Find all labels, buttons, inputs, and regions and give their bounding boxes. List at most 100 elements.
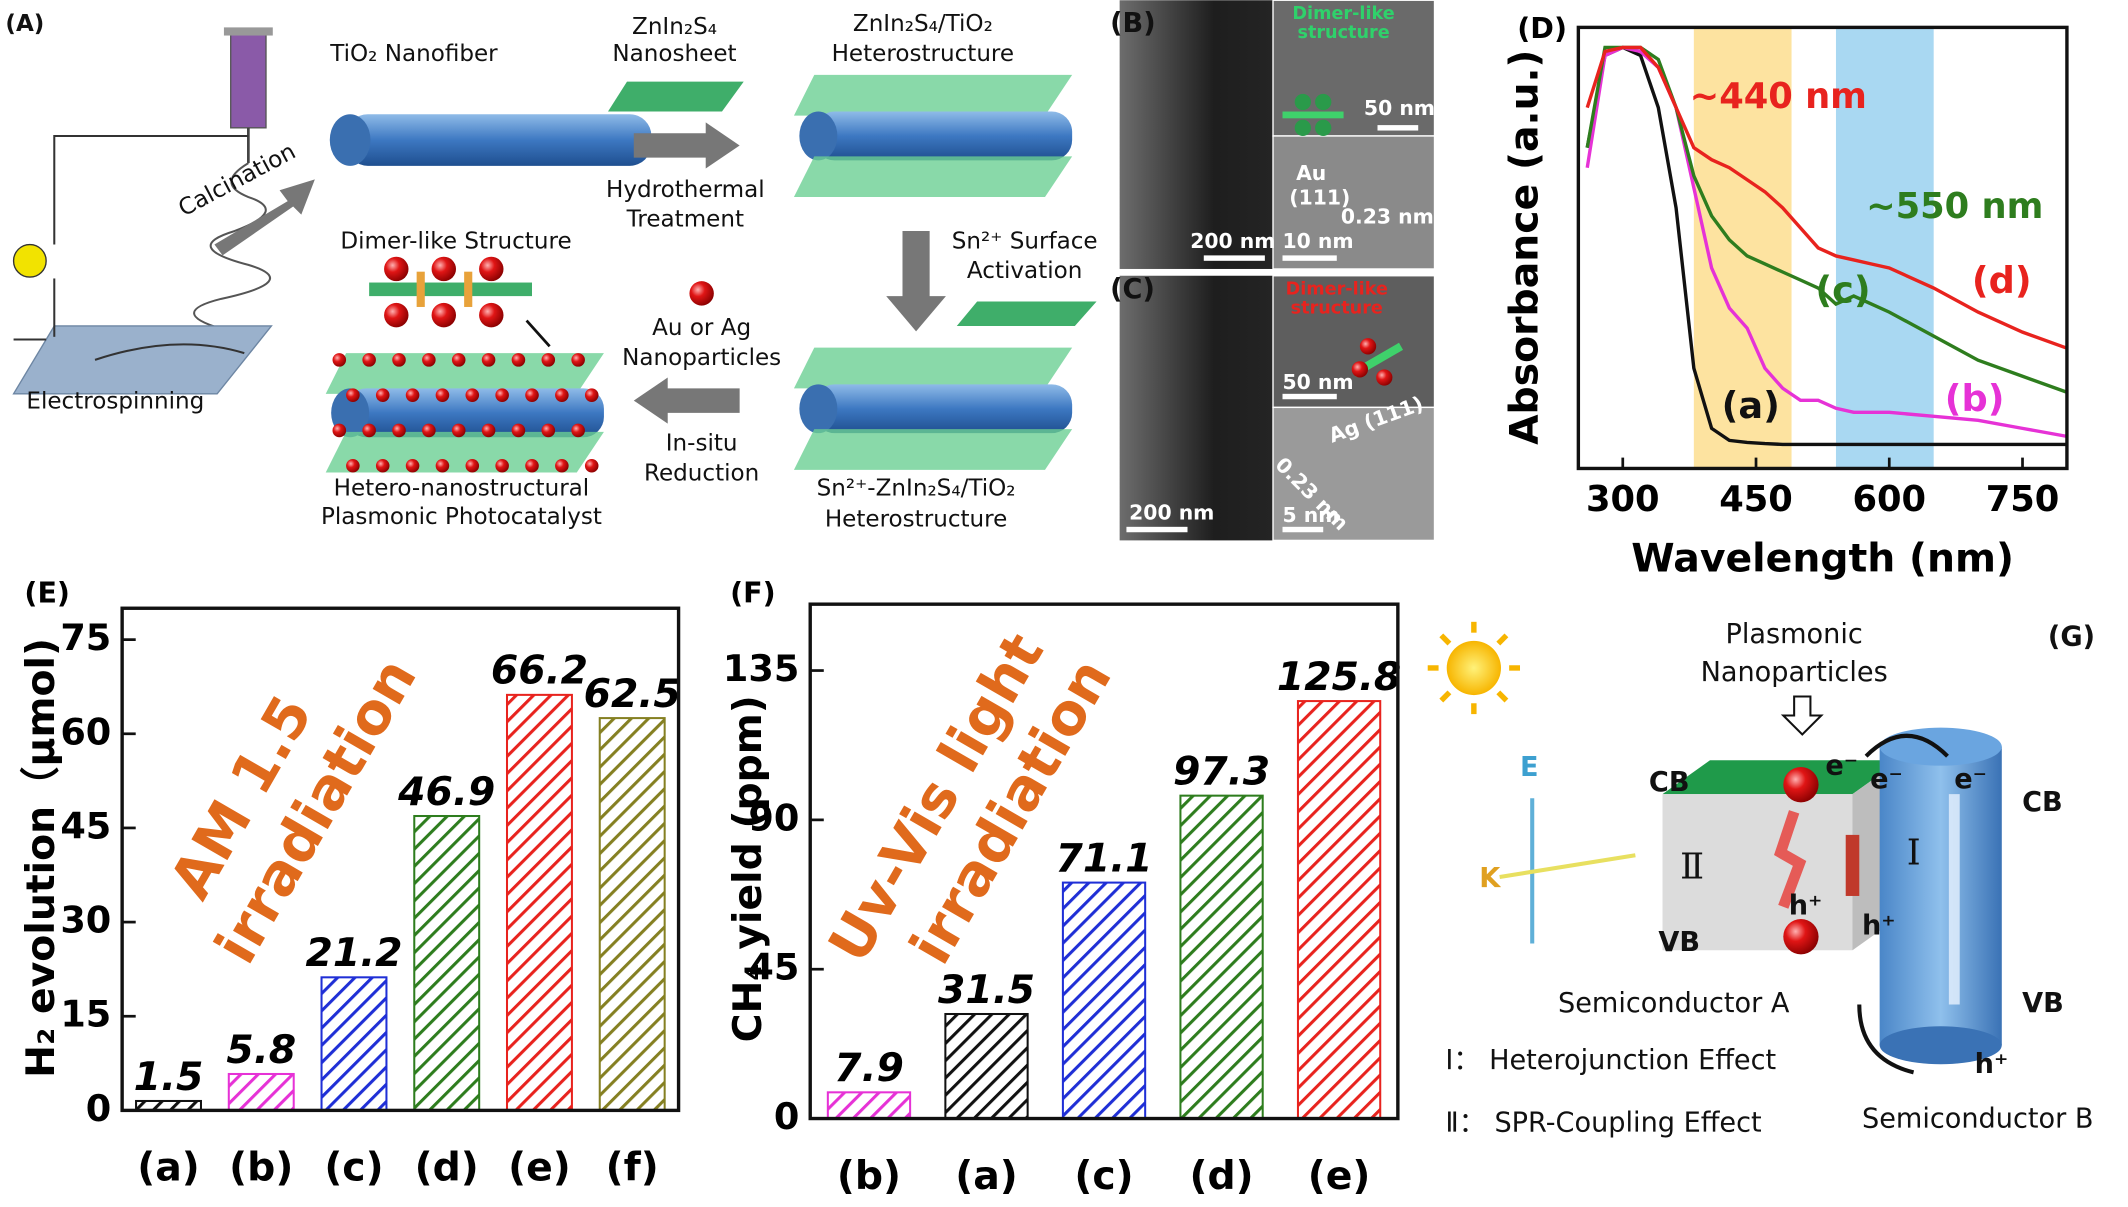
label: 5 nm <box>1283 503 1340 527</box>
value-label: 46.9 <box>397 769 495 815</box>
series-line <box>1585 45 2068 394</box>
nanoparticle <box>435 388 450 402</box>
fiber-end <box>329 114 371 166</box>
y-axis-label: CH₄ yield (ppm) <box>725 695 771 1042</box>
particle <box>431 256 456 282</box>
y-tick-label: 0 <box>774 1095 799 1138</box>
bar <box>944 1012 1029 1120</box>
x-tick-label: 300 <box>1586 479 1660 520</box>
label: Au or Ag <box>652 315 751 341</box>
fiber-mat <box>94 343 245 361</box>
label: VB <box>1658 927 1700 958</box>
y-tick-label: 60 <box>60 710 111 753</box>
panel-label: (E) <box>24 577 70 610</box>
scale-bar <box>1282 255 1337 261</box>
label: K <box>1479 863 1501 894</box>
nanoparticle <box>584 458 599 473</box>
nanoparticle <box>495 388 509 402</box>
label: Sn²⁺ Surface <box>952 228 1098 254</box>
nanoparticle <box>571 353 585 367</box>
fiber-end <box>799 111 838 161</box>
label: Dimer-like <box>1292 4 1394 24</box>
nanoparticle <box>392 353 406 367</box>
nanoparticle <box>571 423 585 438</box>
y-axis-label: H₂ evolution（μmol) <box>18 638 64 1078</box>
semiconductor-b-top <box>1879 727 2002 766</box>
label: structure <box>1291 298 1383 318</box>
x-tick-label: 450 <box>1719 479 1793 520</box>
nanoparticle <box>511 353 526 367</box>
nanoparticle <box>1783 767 1819 803</box>
x-tick-label: 600 <box>1852 479 1926 520</box>
power-source <box>12 243 47 278</box>
particle <box>1294 119 1311 136</box>
sheet <box>793 156 1073 198</box>
label: 50 nm <box>1364 96 1435 120</box>
charts: 300 450 600 750(a) (b)(c) (d)~440 nm~550 nmWa… <box>18 12 2069 1199</box>
tem-inset <box>1272 275 1436 409</box>
label: Ⅰ： Heterojunction Effect <box>1445 1045 1776 1076</box>
plot-frame <box>120 606 681 1113</box>
nanoparticle <box>481 423 496 438</box>
cb-top <box>1662 760 1900 795</box>
syringe <box>230 32 267 129</box>
x-tick-label: 750 <box>1986 479 2060 520</box>
arrow <box>633 122 740 169</box>
nanoparticle <box>525 388 539 402</box>
nanoparticle <box>362 423 376 438</box>
label: 200 nm <box>1129 500 1214 524</box>
bar <box>826 1091 912 1120</box>
label: 50 nm <box>1283 370 1354 394</box>
label: 200 nm <box>1190 229 1275 253</box>
nanoparticle <box>1783 919 1819 955</box>
jet <box>193 162 271 330</box>
nanosheet <box>608 81 744 112</box>
label: In-situ <box>666 431 738 457</box>
fiber <box>814 384 1073 434</box>
nanoparticle <box>465 458 480 473</box>
scale-bar <box>1282 526 1324 533</box>
value-label: 7.9 <box>834 1045 904 1091</box>
label: TiO₂ Nanofiber <box>329 41 498 67</box>
label: CB <box>1649 767 1690 798</box>
sheet <box>793 347 1073 389</box>
value-label: 71.1 <box>1055 835 1152 881</box>
nanoparticle <box>689 281 714 306</box>
panel-c: (C) Dimer-like structure 50 nm Ag (111) … <box>1110 274 1436 542</box>
nanoparticle <box>495 458 509 473</box>
electrospinning-setup <box>12 27 273 395</box>
nanoparticle <box>584 388 599 402</box>
nanoparticle <box>511 423 526 438</box>
label: Nanoparticles <box>622 345 781 371</box>
photocatalyst <box>325 353 604 473</box>
nanoparticle <box>332 423 347 438</box>
label: Nanosheet <box>612 41 736 67</box>
label: Hetero-nanostructural <box>334 475 590 501</box>
y-axis-label: Absorbance (a.u.) <box>1501 50 1547 445</box>
heterostructure <box>793 74 1073 198</box>
scale-bar <box>1377 125 1419 131</box>
fiber <box>814 111 1073 161</box>
shape <box>1496 633 1509 646</box>
panel-b: (B) Dimer-like structure 50 nm Au (111) … <box>1110 0 1436 270</box>
label: (111) <box>1289 185 1350 209</box>
label: e⁻ <box>1954 764 1987 795</box>
label: Treatment <box>626 207 744 233</box>
label: Heterostructure <box>832 41 1015 67</box>
x-tick-label: (d) <box>415 1145 479 1191</box>
arrow <box>886 230 946 332</box>
label: ZnIn₂S₄/TiO₂ <box>853 11 993 37</box>
k-vector <box>1499 853 1636 879</box>
label: Semiconductor B <box>1862 1103 2094 1134</box>
label: VB <box>2022 988 2064 1019</box>
nanoparticle <box>465 388 480 402</box>
plot-frame <box>1576 25 2069 471</box>
x-tick-label: (c) <box>1074 1153 1133 1199</box>
nanoparticle <box>541 423 556 438</box>
label: h⁺ <box>1789 890 1823 921</box>
band <box>1693 27 1792 469</box>
label: Dimer-like Structure <box>340 228 571 254</box>
plot-frame <box>808 602 1400 1121</box>
nanoparticle <box>481 353 496 367</box>
y-tick-label: 30 <box>60 899 111 942</box>
